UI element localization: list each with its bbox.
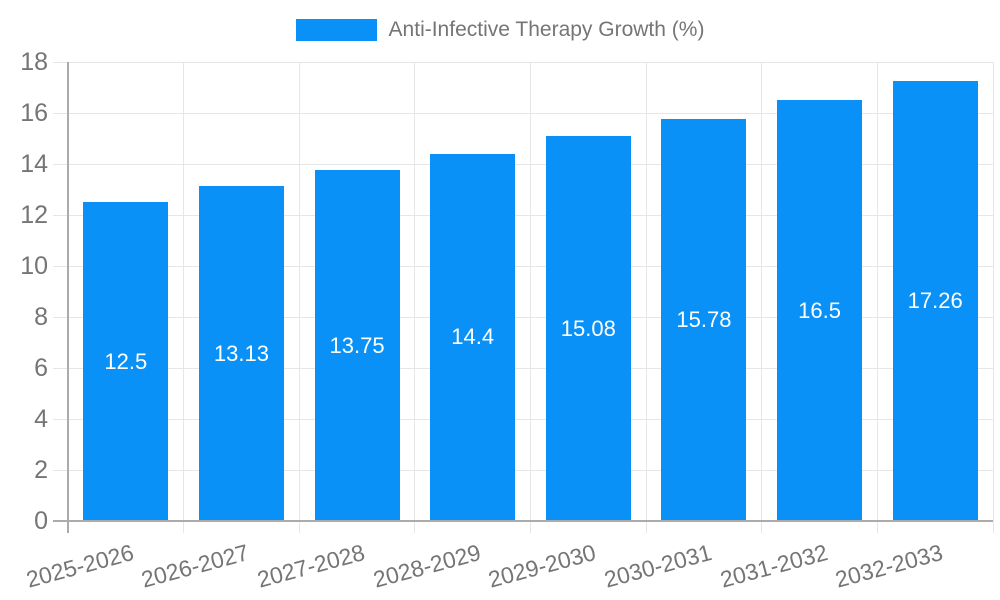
bar: 14.4 (430, 153, 516, 521)
x-tick-label: 2029-2030 (485, 539, 599, 593)
y-tick-label: 6 (34, 354, 48, 382)
bar: 13.13 (198, 186, 284, 521)
x-tick-label: 2026-2027 (138, 539, 252, 593)
v-gridline (645, 62, 647, 533)
bar-value-label: 16.5 (798, 297, 841, 323)
h-gridline (53, 419, 993, 420)
v-gridline (530, 62, 531, 533)
x-axis-line (53, 520, 993, 522)
v-gridline (414, 62, 416, 533)
h-gridline (53, 317, 993, 318)
x-tick-label: 2032-2033 (832, 539, 946, 593)
y-tick-label: 16 (20, 99, 48, 127)
x-tick-label: 2027-2028 (254, 539, 368, 593)
v-gridline (876, 62, 878, 533)
bar-value-label: 12.5 (104, 348, 148, 374)
y-tick-label: 0 (34, 507, 48, 535)
y-tick-label: 2 (34, 456, 48, 484)
bar-value-label: 17.26 (907, 287, 963, 313)
x-tick-label: 2030-2031 (601, 539, 715, 593)
bar: 15.08 (545, 136, 631, 521)
bar-value-label: 13.75 (329, 332, 385, 358)
bar-value-label: 14.4 (451, 324, 495, 350)
y-tick-label: 10 (20, 252, 48, 280)
y-tick-label: 14 (20, 150, 48, 178)
bar: 13.75 (314, 170, 400, 521)
x-tick-label: 2025-2026 (23, 539, 137, 593)
y-tick-label: 18 (20, 48, 48, 76)
h-gridline (53, 113, 993, 114)
bar: 16.5 (777, 100, 863, 521)
h-gridline (53, 266, 993, 267)
v-gridline (761, 62, 763, 533)
x-tick-label: 2031-2032 (717, 539, 831, 593)
v-gridline (183, 62, 185, 533)
v-gridline (298, 62, 300, 533)
plot-area: 12.5 13.13 13.75 14.4 15.08 15.78 16.5 17.26 202… (23, 62, 994, 593)
bar: 15.78 (661, 118, 747, 521)
h-gridline (53, 164, 993, 165)
y-axis-line (67, 62, 69, 533)
y-tick-label: 12 (20, 201, 48, 229)
bar-value-label: 15.78 (676, 306, 732, 332)
y-tick-label: 4 (34, 405, 48, 433)
bar-value-label: 15.08 (560, 315, 616, 341)
h-gridline (53, 368, 993, 369)
bar: 17.26 (892, 80, 978, 521)
bar: 12.5 (83, 202, 169, 521)
h-gridline (53, 62, 993, 63)
legend: Anti-Infective Therapy Growth (%) (0, 18, 1000, 42)
h-gridline (53, 470, 993, 471)
legend-swatch (295, 19, 377, 41)
x-tick-label: 2028-2029 (370, 539, 484, 593)
bar-value-label: 13.13 (213, 340, 269, 366)
h-gridline (53, 215, 993, 216)
v-gridline (992, 62, 994, 533)
y-tick-label: 8 (34, 303, 48, 331)
legend-label: Anti-Infective Therapy Growth (%) (388, 18, 705, 41)
